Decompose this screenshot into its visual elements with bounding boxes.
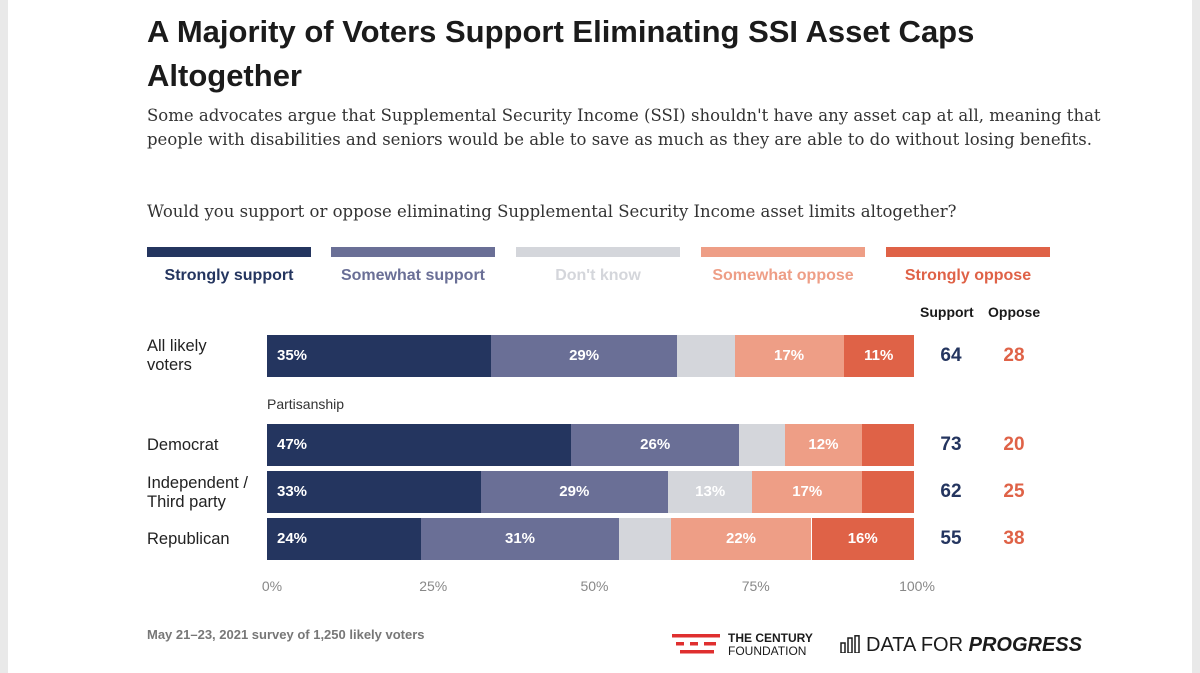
bar-data-label: 22% [726, 530, 757, 547]
x-tick-label: 75% [741, 578, 770, 594]
bar-data-label: 13% [695, 483, 726, 500]
row-label: Democrat [147, 436, 219, 454]
bar-segment [739, 424, 785, 466]
x-tick-label: 25% [419, 578, 448, 594]
legend-item-3: Somewhat oppose [701, 247, 865, 285]
data-for-progress-logo: DATA FOR PROGRESS [840, 632, 1082, 658]
legend-swatch [886, 247, 1050, 257]
x-tick-label: 100% [899, 578, 935, 594]
bar-segment [862, 471, 914, 513]
bar-data-label: 35% [277, 347, 308, 364]
oppose-column-header: Oppose [988, 304, 1041, 320]
row-label: Republican [147, 530, 230, 548]
net-support-value: 64 [940, 345, 962, 366]
bar-segment [619, 518, 671, 560]
bar-segment [267, 471, 481, 513]
net-oppose-value: 28 [1003, 345, 1025, 366]
bar-data-label: 17% [792, 483, 823, 500]
tcf-line2: FOUNDATION [728, 644, 807, 658]
net-oppose-value: 20 [1003, 434, 1025, 455]
chart-title: A Majority of Voters Support Eliminating… [147, 14, 975, 93]
legend-label: Somewhat support [340, 267, 485, 284]
right-edge-bar [1192, 0, 1200, 673]
bar-row: 24% 31% 22% 16% [267, 518, 914, 560]
survey-footnote: May 21–23, 2021 survey of 1,250 likely v… [147, 627, 425, 642]
bar-row: 33% 29% 13% 17% [267, 471, 914, 513]
bar-segment [811, 518, 914, 560]
dfp-suffix: PROGRESS [968, 634, 1082, 656]
bar-segment [491, 335, 677, 377]
net-oppose-value: 25 [1003, 481, 1025, 502]
bar-data-label: 17% [774, 347, 805, 364]
net-oppose-value: 38 [1003, 528, 1025, 549]
century-foundation-logo: THE CENTURY FOUNDATION [672, 632, 832, 658]
bar-segment [571, 424, 740, 466]
legend-swatch [147, 247, 311, 257]
legend-swatch [516, 247, 680, 257]
bar-data-label: 29% [559, 483, 590, 500]
bar-data-label: 33% [277, 483, 308, 500]
bar-data-label: 29% [569, 347, 600, 364]
legend-item-2: Don't know [516, 247, 680, 285]
legend-item-1: Somewhat support [331, 247, 495, 285]
bar-segment [420, 518, 620, 560]
row-label: Independent / Third party [147, 474, 248, 511]
bar-segment [784, 424, 863, 466]
legend-swatch [701, 247, 865, 257]
bar-data-label: 12% [808, 436, 839, 453]
bar-data-label: 11% [864, 347, 894, 364]
legend-label: Somewhat oppose [712, 267, 854, 284]
row-label: All likely voters [147, 337, 207, 374]
bar-segment [734, 335, 844, 377]
net-support-value: 55 [940, 528, 962, 549]
dfp-prefix: DATA FOR [866, 634, 969, 656]
net-support-value: 62 [940, 481, 962, 502]
bar-segment [670, 518, 812, 560]
bar-segment [752, 471, 863, 513]
legend-label: Strongly oppose [904, 267, 1032, 284]
group-label-partisanship: Partisanship [267, 396, 345, 412]
left-edge-bar [0, 0, 8, 673]
bar-segment [862, 424, 914, 466]
legend-item-0: Strongly support [147, 247, 311, 285]
x-tick-label: 50% [580, 578, 609, 594]
x-tick-label: 0% [261, 578, 283, 594]
bar-segment [676, 335, 735, 377]
bar-data-label: 26% [640, 436, 671, 453]
legend-label: Don't know [555, 267, 641, 284]
net-support-value: 73 [940, 434, 962, 455]
bar-segment [267, 335, 492, 377]
bar-data-label: 16% [847, 530, 878, 547]
bar-chart-icon [840, 635, 860, 653]
bar-segment [668, 471, 753, 513]
bar-data-label: 24% [277, 530, 308, 547]
bar-segment [267, 424, 572, 466]
chart-subtitle: Some advocates argue that Supplemental S… [147, 106, 1101, 149]
bar-row: 47% 26% 12% [267, 424, 914, 466]
bar-row: 35% 29% 17% 11% [267, 335, 914, 377]
tcf-line1: THE CENTURY [728, 631, 813, 645]
bar-data-label: 47% [277, 436, 308, 453]
bar-segment [267, 518, 421, 560]
bar-segment [843, 335, 914, 377]
century-foundation-icon [672, 634, 720, 654]
legend-label: Strongly support [164, 267, 294, 284]
bar-segment [480, 471, 669, 513]
legend-swatch [331, 247, 495, 257]
bar-data-label: 31% [505, 530, 536, 547]
support-column-header: Support [920, 304, 974, 320]
survey-question: Would you support or oppose eliminating … [147, 202, 957, 221]
legend-item-4: Strongly oppose [886, 247, 1050, 285]
